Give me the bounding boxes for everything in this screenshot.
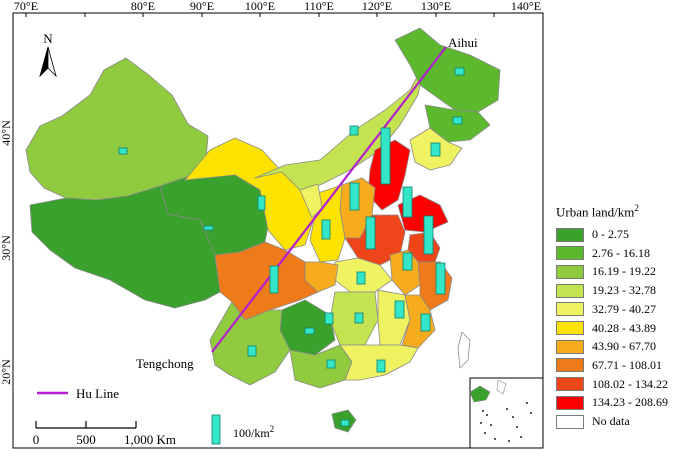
lon-tick-label: 110°E (304, 0, 334, 13)
north-arrow: N (39, 31, 57, 78)
lon-tick-label: 90°E (190, 0, 214, 13)
longitude-tick-marks (25, 13, 495, 17)
legend-item: 43.90 - 67.70 (556, 338, 656, 355)
legend-item: 67.71 - 108.01 (556, 357, 662, 374)
lat-tick-label: 40°N (0, 120, 13, 146)
legend-swatch (556, 264, 584, 279)
density-bar (340, 419, 350, 427)
legend-item: 40.28 - 43.89 (556, 320, 656, 337)
legend-swatch (556, 414, 584, 429)
density-bar (402, 186, 413, 218)
legend-label: 2.76 - 16.18 (592, 245, 650, 260)
legend-swatch (556, 339, 584, 354)
legend-label: 134.23 - 208.69 (592, 395, 668, 410)
legend-item: 0 - 2.75 (556, 226, 629, 243)
legend-label: 108.02 - 134.22 (592, 376, 668, 391)
lon-tick-label: 120°E (362, 0, 392, 13)
province-layer (25, 27, 501, 433)
legend-swatch (556, 395, 584, 410)
density-bar (118, 147, 128, 155)
hu-line-legend: Hu Line (37, 386, 119, 401)
density-bar (452, 116, 463, 125)
density-bar (376, 359, 386, 373)
density-bar (326, 359, 336, 369)
inset-map (469, 377, 544, 449)
legend-swatch (556, 377, 584, 392)
density-bar (203, 225, 214, 231)
legend-item: 134.23 - 208.69 (556, 394, 668, 411)
bar-symbol-legend: 100/km2 (211, 414, 274, 445)
legend-label: 43.90 - 67.70 (592, 339, 656, 354)
legend-item: 108.02 - 134.22 (556, 376, 668, 393)
lon-tick-label: 140°E (511, 0, 541, 13)
place-label-tengchong: Tengchong (136, 356, 194, 371)
region-fujian (401, 294, 436, 349)
region-hunan (329, 291, 379, 346)
density-bar (321, 219, 331, 240)
hu-line (211, 46, 447, 353)
legend-label: No data (592, 414, 630, 428)
density-bar (402, 252, 413, 271)
region-taiwan (457, 331, 471, 369)
legend-swatch (556, 358, 584, 373)
density-bar (435, 262, 446, 295)
bar-symbol-swatch (211, 414, 221, 445)
legend-swatch (556, 302, 584, 317)
place-label-aihui: Aihui (448, 35, 478, 50)
density-bar (454, 67, 465, 76)
density-bar-layer (118, 67, 465, 427)
density-bar (269, 265, 279, 294)
legend-swatch (556, 321, 584, 335)
legend-label: 32.79 - 40.27 (592, 301, 656, 316)
north-arrow-label: N (43, 31, 53, 46)
scale-bar-tick-label: 0 (33, 432, 40, 447)
bar-symbol-label: 100/km2 (233, 424, 274, 440)
legend-title: Urban land/km2 (556, 203, 639, 220)
legend-swatch (556, 283, 584, 298)
density-bar (380, 127, 391, 185)
scale-bar-tick-label: 500 (76, 432, 96, 447)
density-bar (423, 215, 434, 255)
legend-label: 40.28 - 43.89 (592, 320, 656, 335)
density-bar (354, 312, 364, 324)
density-bar (394, 300, 405, 319)
density-bar (356, 271, 366, 285)
legend-label: 0 - 2.75 (592, 227, 629, 241)
legend-item: 2.76 - 16.18 (556, 245, 650, 262)
density-bar (349, 125, 359, 136)
map-frame (12, 12, 544, 449)
density-bar (324, 312, 334, 325)
scale-bar (35, 421, 137, 429)
legend-swatch (556, 246, 584, 261)
legend-label: 19.23 - 32.78 (592, 283, 656, 298)
density-bar (349, 182, 360, 211)
lon-tick-label: 100°E (245, 0, 275, 13)
lon-tick-label: 130°E (421, 0, 451, 13)
lat-tick-label: 30°N (0, 235, 13, 261)
density-bar (420, 313, 431, 332)
legend-swatch (556, 227, 584, 242)
density-bar (430, 142, 441, 157)
region-yunnan (209, 301, 291, 386)
legend-label: 16.19 - 19.22 (592, 264, 656, 279)
density-bar (247, 345, 257, 357)
density-bar (257, 195, 266, 211)
density-bar (304, 327, 315, 335)
legend-item: 19.23 - 32.78 (556, 282, 656, 299)
density-bar (365, 216, 376, 250)
lat-tick-label: 20°N (0, 359, 13, 385)
lon-tick-label: 80°E (131, 0, 155, 13)
hu-line-legend-label: Hu Line (76, 386, 119, 401)
legend-item: 16.19 - 19.22 (556, 263, 656, 280)
legend-item: No data (556, 413, 630, 430)
scale-bar-tick-label: 1,000 Km (124, 432, 176, 447)
legend-label: 67.71 - 108.01 (592, 357, 662, 372)
legend-item: 32.79 - 40.27 (556, 301, 656, 318)
lon-tick-label: 70°E (14, 0, 38, 13)
